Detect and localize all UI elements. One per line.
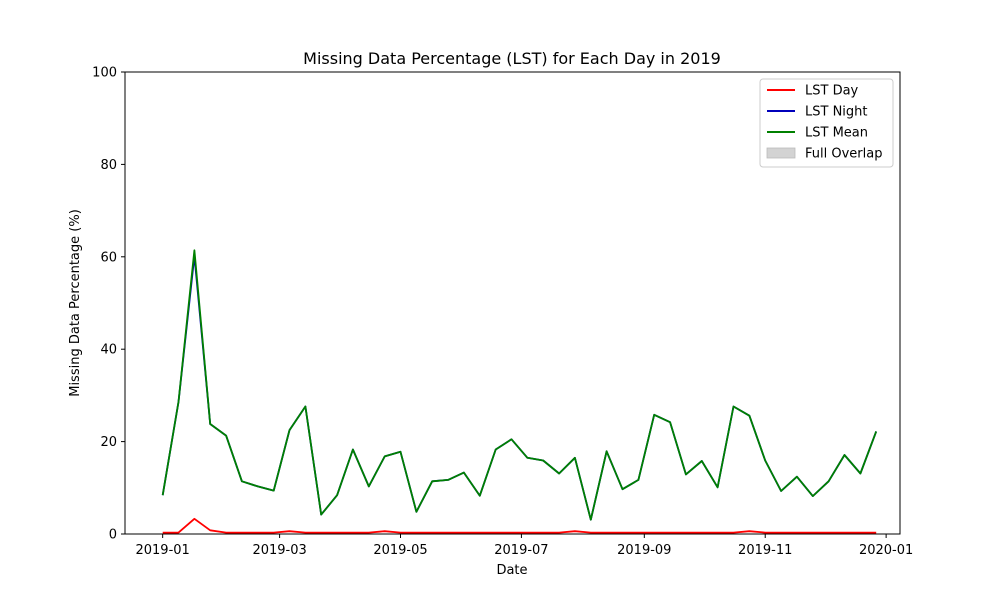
x-axis-label: Date (496, 563, 527, 578)
x-tick-label: 2019-03 (252, 543, 306, 558)
y-tick-label: 100 (92, 66, 117, 81)
y-tick-label: 0 (109, 528, 117, 543)
legend-label: LST Day (805, 84, 859, 99)
x-tick-label: 2019-07 (494, 543, 548, 558)
x-axis: 2019-01 2019-03 2019-05 2019-07 2019-09 2019-… (135, 534, 913, 558)
y-tick-label: 40 (100, 343, 117, 358)
x-tick-label: 2019-01 (135, 543, 189, 558)
series-layer (161, 249, 878, 534)
y-axis-label: Missing Data Percentage (%) (68, 209, 83, 397)
y-tick-label: 80 (100, 158, 117, 173)
y-axis: 0 20 40 60 80 100 (92, 66, 125, 543)
legend-label: LST Night (805, 105, 868, 120)
legend-label: Full Overlap (805, 147, 882, 162)
legend-label: LST Mean (805, 126, 868, 141)
x-tick-label: 2019-11 (738, 543, 792, 558)
x-tick-label: 2019-09 (617, 543, 671, 558)
x-tick-label: 2020-01 (859, 543, 913, 558)
x-tick-label: 2019-05 (373, 543, 427, 558)
y-tick-label: 60 (100, 250, 117, 265)
legend-swatch (766, 147, 796, 159)
axes-frame (124, 71, 901, 535)
series-line-lst-day (162, 517, 877, 534)
series-line-lst-mean (161, 249, 878, 521)
chart-title: Missing Data Percentage (LST) for Each D… (303, 49, 721, 68)
legend-box (759, 78, 894, 168)
legend: LST Day LST Night LST Mean Full Overlap (759, 78, 894, 168)
y-tick-label: 20 (100, 435, 117, 450)
